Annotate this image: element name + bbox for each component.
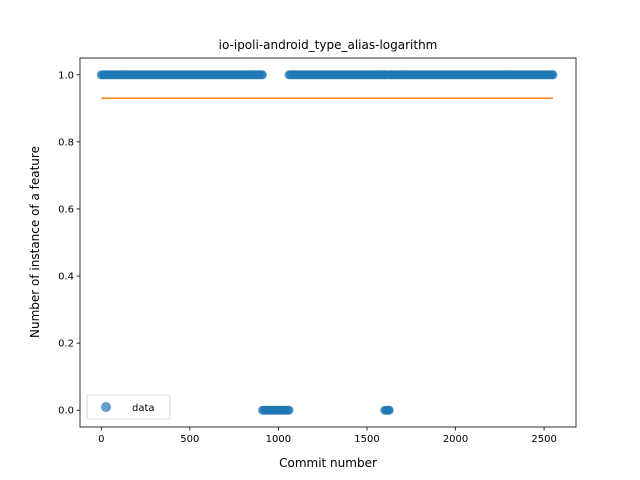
- x-tick-label: 0: [98, 434, 104, 445]
- plot-area: [96, 70, 558, 415]
- data-point: [284, 405, 294, 415]
- y-tick-label: 0.4: [58, 272, 74, 283]
- x-axis-label: Commit number: [279, 456, 377, 470]
- x-tick-label: 1500: [354, 434, 379, 445]
- legend: data: [86, 394, 171, 420]
- x-tick-label: 1000: [266, 434, 291, 445]
- x-tick-label: 2000: [443, 434, 468, 445]
- x-tick-label: 2500: [531, 434, 556, 445]
- data-point: [384, 405, 394, 415]
- y-axis-label: Number of instance of a feature: [28, 146, 42, 338]
- legend-box: [86, 394, 171, 420]
- chart-title: io-ipoli-android_type_alias-logarithm: [219, 38, 438, 52]
- y-tick-label: 0.6: [58, 204, 74, 215]
- x-tick-label: 500: [180, 434, 199, 445]
- data-point: [548, 70, 558, 80]
- legend-label-data: data: [132, 403, 155, 414]
- data-point: [257, 70, 267, 80]
- legend-marker-data: [101, 402, 111, 412]
- y-tick-label: 0.2: [58, 339, 74, 350]
- y-tick-label: 1.0: [58, 70, 74, 81]
- y-tick-label: 0.0: [58, 406, 74, 417]
- y-tick-label: 0.8: [58, 137, 74, 148]
- axis-ticks: 0 500 1000 1500 2000 2500 0.0 0.2 0.4 0.6 0.8 1.0: [58, 70, 557, 445]
- axes-frame: [79, 57, 577, 428]
